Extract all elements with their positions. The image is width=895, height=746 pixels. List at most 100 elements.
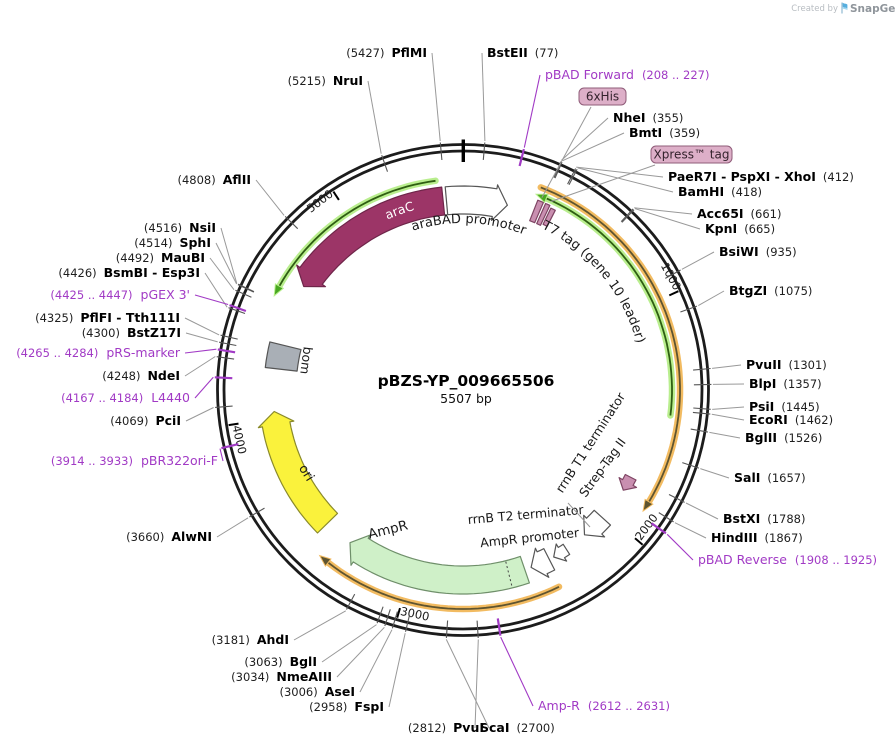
primer-pbad-forward: pBAD Forward (208 .. 227) [518, 67, 709, 167]
enzyme-label-paer7i-pspxi-xhoi: PaeR7I - PspXI - XhoI (412) [668, 169, 854, 184]
primer-callout-pgex-3 [194, 294, 229, 306]
enzyme-bsmbi-esp3i: (4426) BsmBI - Esp3I [58, 265, 246, 315]
enzyme-callout-bglii [709, 431, 741, 439]
primer-label-amp-r: Amp-R (2612 .. 2631) [538, 698, 670, 713]
enzyme-tick-pflmi [439, 142, 443, 161]
enzyme-nrui: (5215) NruI [288, 73, 389, 172]
enzyme-bstz17i: (4300) BstZ17I [82, 325, 237, 347]
enzyme-tick-kpni [621, 209, 635, 223]
enzyme-callout-bsteii [481, 52, 486, 142]
enzyme-blpi: BlpI (1357) [693, 376, 822, 391]
enzyme-paer7i-pspxi-xhoi: PaeR7I - PspXI - XhoI (412) [567, 166, 854, 185]
enzyme-label-nhei: NheI (355) [613, 110, 683, 125]
enzyme-scai: ScaI (2700) [474, 620, 555, 735]
enzyme-alwni: (3660) AlwNI [126, 507, 265, 544]
feature-label-ampr: AmpR [367, 517, 410, 542]
enzyme-bamhi: BamHI (418) [568, 167, 762, 199]
enzyme-label-bamhi: BamHI (418) [678, 184, 762, 199]
enzyme-callout-nsii [220, 227, 238, 284]
enzyme-callout-sphi [215, 242, 238, 285]
enzyme-callout-pflfi-tth111i [184, 317, 220, 336]
enzyme-tick-bstz17i [218, 341, 237, 347]
enzyme-callout-bsiwi [681, 251, 715, 270]
enzyme-label-nsii: (4516) NsiI [144, 220, 216, 235]
primer-label-pbad-forward: pBAD Forward (208 .. 227) [545, 67, 709, 82]
enzyme-callout-bstxi [685, 502, 719, 520]
enzyme-label-sphi: (4514) SphI [134, 235, 211, 250]
axis-tick-label-4000: 4000 [229, 424, 249, 456]
enzyme-tick-hindiii [658, 512, 674, 523]
enzyme-callout-bgli [321, 624, 377, 663]
enzyme-label-pvui: (2812) PvuI [408, 720, 484, 735]
enzyme-nhei: NheI (355) [553, 110, 683, 178]
primer-label-pbr322ori-f: (3914 .. 3933) pBR322ori-F [51, 453, 218, 468]
primer-tick-pgex-3 [229, 304, 247, 313]
enzyme-tick-fspi [404, 614, 411, 632]
enzyme-nmeaiii: (3034) NmeAIII [231, 609, 391, 684]
enzyme-tick-acc65i [620, 208, 634, 222]
enzyme-bgli: (3063) BglI [244, 606, 384, 669]
enzyme-callout-bmti [562, 132, 625, 162]
enzyme-callout-pflmi [431, 52, 441, 142]
enzyme-label-bstxi: BstXI (1788) [723, 511, 805, 526]
feature-arac [296, 186, 446, 288]
primer-callout-pbad-reverse [666, 533, 694, 561]
plasmid-name: pBZS-YP_009665506 [378, 372, 555, 390]
enzyme-callout-kpni [634, 208, 701, 230]
enzyme-acc65i: Acc65I (661) [620, 206, 781, 222]
primer-l4440: (4167 .. 4184) L4440 [61, 376, 233, 405]
enzyme-sphi: (4514) SphI [134, 235, 255, 293]
enzyme-kpni: KpnI (665) [621, 208, 775, 236]
enzyme-label-ecori: EcoRI (1462) [749, 412, 833, 427]
enzyme-tick-alwni [249, 507, 265, 518]
enzyme-label-ahdi: (3181) AhdI [212, 632, 289, 647]
enzyme-callout-sali [700, 468, 730, 479]
enzyme-callout-aflii [255, 179, 285, 216]
enzyme-tick-pcii [215, 405, 233, 408]
feature-label-rrnb-t2-terminator: rrnB T2 terminator [467, 502, 585, 527]
enzyme-pflfi-tth111i: (4325) PflFI - Tth111I [35, 310, 238, 340]
enzyme-label-bsteii: BstEII (77) [487, 45, 558, 60]
orf-arc-green-0 [534, 193, 676, 419]
enzyme-tick-aflii [284, 216, 299, 230]
enzyme-ahdi: (3181) AhdI [212, 593, 356, 647]
enzyme-label-nrui: (5215) NruI [288, 73, 363, 88]
enzyme-label-ndei: (4248) NdeI [102, 368, 180, 383]
enzyme-tick-scai [476, 620, 479, 639]
tag-box-label-6xhis: 6xHis [586, 90, 619, 104]
enzyme-label-kpni: KpnI (665) [705, 221, 775, 236]
enzyme-tick-bmti [554, 161, 563, 179]
enzyme-tick-asei [391, 611, 398, 629]
enzyme-tick-psii [693, 407, 711, 410]
enzyme-tick-nmeaiii [384, 609, 391, 627]
enzyme-label-psii: PsiI (1445) [749, 399, 820, 414]
enzyme-tick-bgli [376, 606, 384, 624]
tag-box-xpress-tag: Xpress™ tag [550, 145, 733, 202]
enzyme-callout-bamhi [577, 167, 674, 193]
watermark: Created by SnapGene [791, 2, 895, 15]
enzyme-callout-pvui [445, 639, 490, 729]
enzyme-tick-bsmbi-esp3i [228, 307, 246, 315]
enzyme-callout-pcii [185, 407, 214, 422]
tag-box-label-xpress-tag: Xpress™ tag [654, 148, 730, 162]
enzyme-psii: PsiI (1445) [693, 399, 820, 414]
feature-ampr-promoter [530, 547, 556, 578]
axis-tick-5000 [332, 191, 340, 201]
enzyme-callout-alwni [216, 517, 249, 538]
tag-box-callout-6xhis [541, 106, 592, 198]
enzyme-tick-maubi [235, 289, 252, 298]
primer-label-prs-marker: (4265 .. 4284) pRS-marker [16, 345, 181, 360]
enzyme-tick-ndei [216, 356, 235, 360]
enzyme-label-blpi: BlpI (1357) [749, 376, 822, 391]
feature-t7-tag-feature [542, 207, 556, 227]
enzyme-label-hindiii: HindIII (1867) [711, 530, 803, 545]
enzyme-tick-sali [682, 462, 700, 469]
enzyme-callout-nmeaiii [336, 626, 385, 678]
enzyme-callout-psii [712, 406, 745, 410]
tag-box-rect-6xhis [578, 87, 627, 106]
enzyme-label-btgzi: BtgZI (1075) [729, 283, 812, 298]
enzyme-asei: (3006) AseI [280, 611, 398, 699]
curved-label-t7-tag-gene-10-leader: T7 tag (gene 10 leader) [539, 218, 648, 345]
enzyme-label-scai: ScaI (2700) [480, 720, 555, 735]
snapgene-flag-icon [841, 2, 848, 14]
